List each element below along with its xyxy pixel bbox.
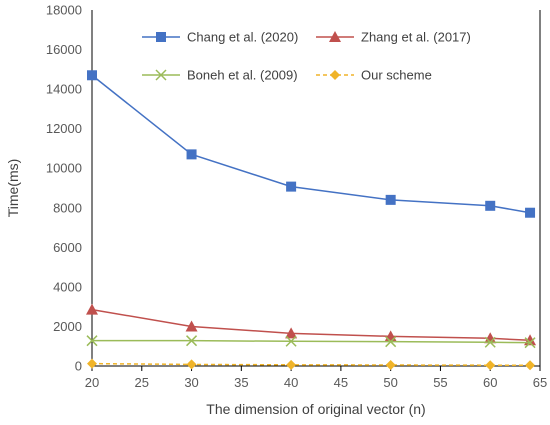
data-point: [87, 70, 97, 81]
y-tick-label: 18000: [46, 3, 82, 18]
series-group: [86, 303, 537, 346]
data-point: [286, 181, 297, 192]
legend-label: Zhang et al. (2017): [361, 30, 471, 45]
series-line: [91, 308, 531, 342]
data-point: [286, 359, 297, 370]
data-point: [484, 332, 497, 344]
series-group: [86, 335, 536, 349]
x-tick-label: 30: [184, 375, 198, 390]
legend-marker: [156, 32, 166, 42]
y-tick-label: 4000: [53, 279, 82, 294]
data-point: [385, 360, 396, 371]
legend: Chang et al. (2020) Zhang et al. (2017) Bo…: [142, 30, 471, 83]
legend-marker: [329, 31, 341, 42]
axes: [91, 10, 541, 367]
data-point: [186, 335, 198, 347]
series-layer: [86, 70, 537, 371]
data-point: [525, 207, 536, 218]
x-tick-labels: 20 25 30 35 40 45 50 55 60 65: [85, 366, 547, 390]
data-point: [86, 303, 98, 315]
data-point: [485, 360, 496, 371]
data-point: [185, 320, 198, 332]
x-tick-label: 65: [533, 375, 547, 390]
x-tick-label: 20: [85, 375, 99, 390]
y-tick-label: 0: [75, 359, 82, 374]
y-tick-label: 12000: [46, 121, 82, 136]
data-point: [484, 336, 496, 348]
y-tick-label: 10000: [46, 161, 82, 176]
data-point: [86, 335, 98, 347]
data-point: [385, 336, 397, 348]
legend-label: Boneh et al. (2009): [187, 68, 298, 83]
x-tick-label: 40: [284, 375, 298, 390]
data-point: [87, 358, 97, 369]
data-point: [524, 337, 536, 349]
y-tick-label: 6000: [53, 240, 82, 255]
data-point: [285, 327, 298, 339]
x-tick-label: 35: [234, 375, 248, 390]
x-tick-label: 55: [433, 375, 447, 390]
legend-label: Chang et al. (2020): [187, 30, 298, 45]
y-axis-title: Time(ms): [5, 159, 21, 218]
legend-item: Boneh et al. (2009): [142, 68, 298, 83]
series-line: [91, 362, 531, 367]
x-tick-label: 45: [334, 375, 348, 390]
data-point: [186, 149, 197, 160]
x-axis-title: The dimension of original vector (n): [206, 401, 425, 417]
series-line: [92, 339, 531, 344]
y-tick-label: 14000: [46, 82, 82, 97]
legend-item: Chang et al. (2020): [142, 30, 298, 45]
data-point: [186, 359, 197, 370]
series-group: [87, 70, 536, 218]
data-point: [385, 194, 396, 205]
legend-marker: [155, 69, 167, 81]
x-tick-label: 25: [135, 375, 149, 390]
y-tick-label: 16000: [46, 42, 82, 57]
x-tick-label: 60: [483, 375, 497, 390]
y-tick-labels: 0 2000 4000 6000 8000 10000 12000 14000 16000 180…: [46, 3, 82, 374]
data-point: [285, 335, 297, 347]
y-tick-label: 2000: [53, 319, 82, 334]
y-tick-label: 8000: [53, 200, 82, 215]
series-group: [87, 358, 536, 371]
series-line: [91, 74, 531, 214]
legend-item: Zhang et al. (2017): [316, 30, 471, 45]
x-tick-label: 50: [383, 375, 397, 390]
legend-item: Our scheme: [316, 68, 432, 83]
legend-marker: [330, 70, 340, 80]
legend-label: Our scheme: [361, 68, 432, 83]
data-point: [525, 360, 536, 371]
data-point: [485, 200, 496, 211]
